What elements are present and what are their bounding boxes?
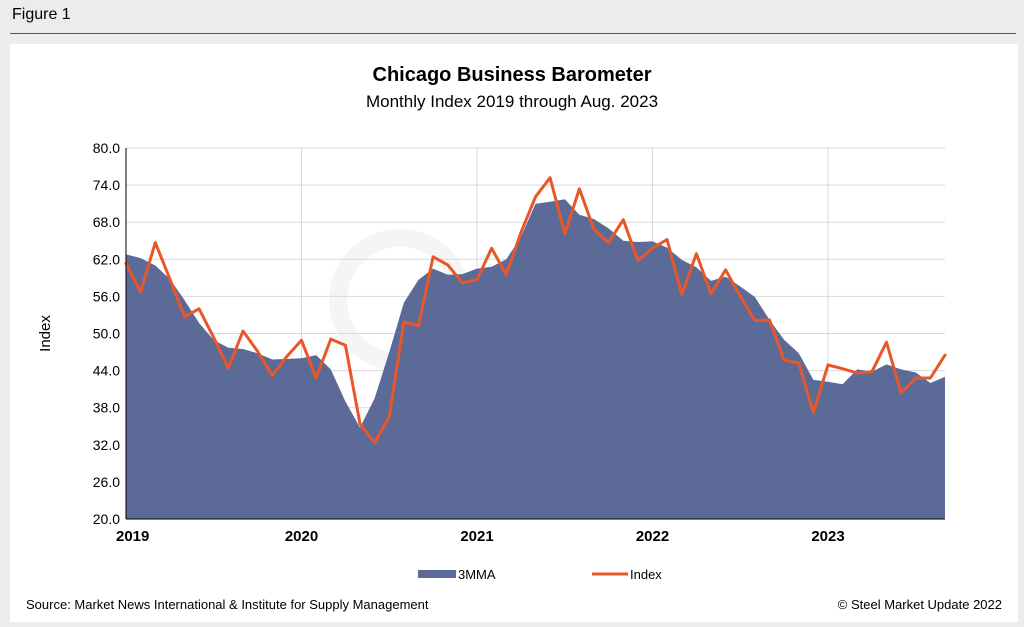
chart-subtitle: Monthly Index 2019 through Aug. 2023 [365, 92, 659, 111]
x-tick-label: 2023 [811, 528, 844, 545]
copyright-note: © Steel Market Update 2022 [837, 597, 1002, 612]
y-tick-label: 68.0 [93, 214, 120, 230]
legend-index-label: Index [630, 567, 662, 582]
y-tick-label: 26.0 [93, 474, 120, 490]
series-3mma-area [126, 199, 945, 520]
chart-title: Chicago Business Barometer [372, 64, 652, 86]
figure-divider [10, 33, 1016, 34]
y-tick-label: 38.0 [93, 400, 120, 416]
y-axis-label: Index [37, 315, 54, 352]
y-tick-label: 62.0 [93, 251, 120, 267]
y-tick-label: 80.0 [93, 140, 120, 156]
y-tick-label: 50.0 [93, 326, 120, 342]
figure-label: Figure 1 [12, 6, 71, 23]
y-tick-label: 56.0 [93, 288, 120, 304]
x-tick-label: 2019 [116, 528, 149, 545]
x-tick-label: 2021 [460, 528, 493, 545]
x-tick-label: 2020 [285, 528, 318, 545]
legend-3mma-label: 3MMA [458, 567, 496, 582]
y-tick-label: 44.0 [93, 363, 120, 379]
series-index-line [124, 176, 947, 445]
x-tick-label: 2022 [636, 528, 669, 545]
y-tick-label: 74.0 [93, 177, 120, 193]
source-note: Source: Market News International & Inst… [26, 597, 429, 612]
legend-3mma-swatch [418, 570, 456, 578]
y-tick-label: 20.0 [93, 511, 120, 527]
y-tick-label: 32.0 [93, 437, 120, 453]
